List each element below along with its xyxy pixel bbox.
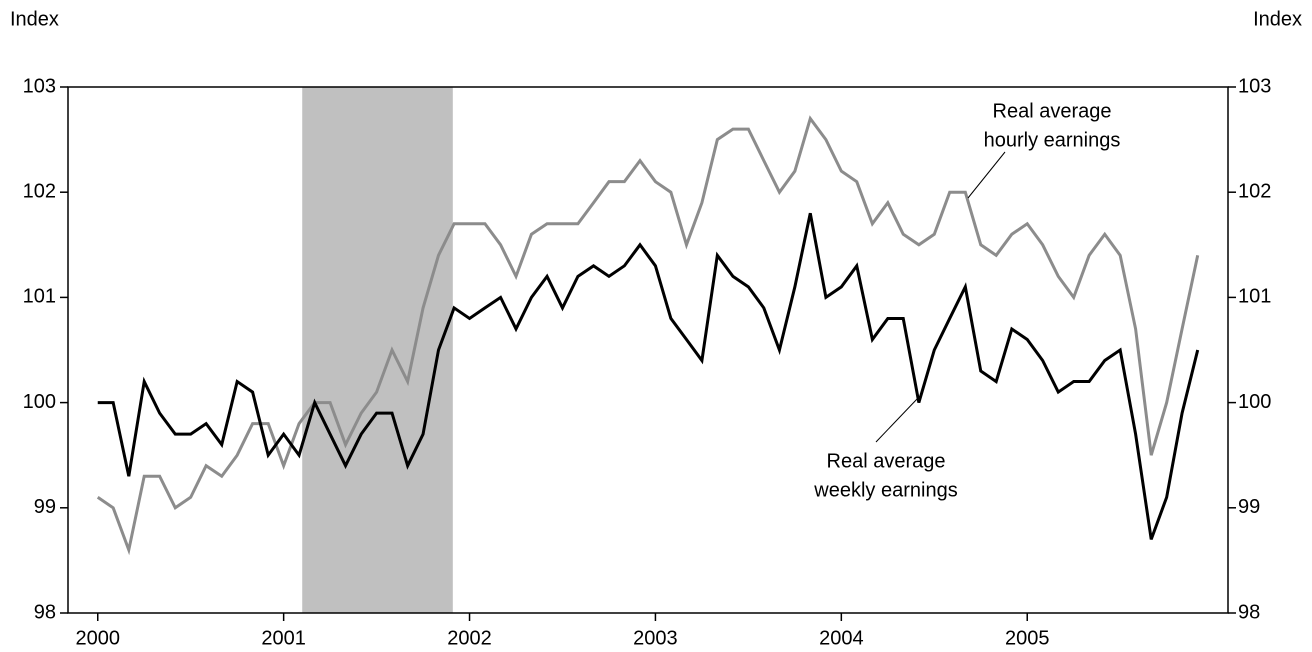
y-tick-label: 101 [23,286,56,308]
annotation: weekly earnings [813,479,957,501]
y2-axis-label: Index [1253,8,1302,30]
annotation: Real average [827,450,946,472]
y-tick-label: 98 [34,601,56,623]
annotation: hourly earnings [984,129,1121,151]
y-axis-label: Index [10,8,59,30]
y2-tick-label: 103 [1238,75,1271,97]
y-tick-label: 103 [23,75,56,97]
annotation-leader [875,397,919,443]
y2-tick-label: 98 [1238,601,1260,623]
series-line [96,115,1200,556]
annotation-leader [967,151,1006,199]
y2-tick-label: 100 [1238,391,1271,413]
x-tick-label: 2004 [819,627,864,649]
y2-tick-label: 101 [1238,286,1271,308]
y-tick-label: 102 [23,180,56,202]
x-tick-label: 2003 [633,627,678,649]
plot-frame [67,86,1229,614]
y-tick-label: 99 [34,496,56,518]
x-tick-label: 2001 [261,627,306,649]
series-line [97,212,1200,540]
annotation: Real average [993,100,1112,122]
y2-tick-label: 99 [1238,496,1260,518]
x-tick-label: 2000 [75,627,120,649]
shaded-period [302,87,453,613]
y-tick-label: 100 [23,391,56,413]
y2-tick-label: 102 [1238,180,1271,202]
x-tick-label: 2005 [1005,627,1050,649]
x-tick-label: 2002 [447,627,492,649]
